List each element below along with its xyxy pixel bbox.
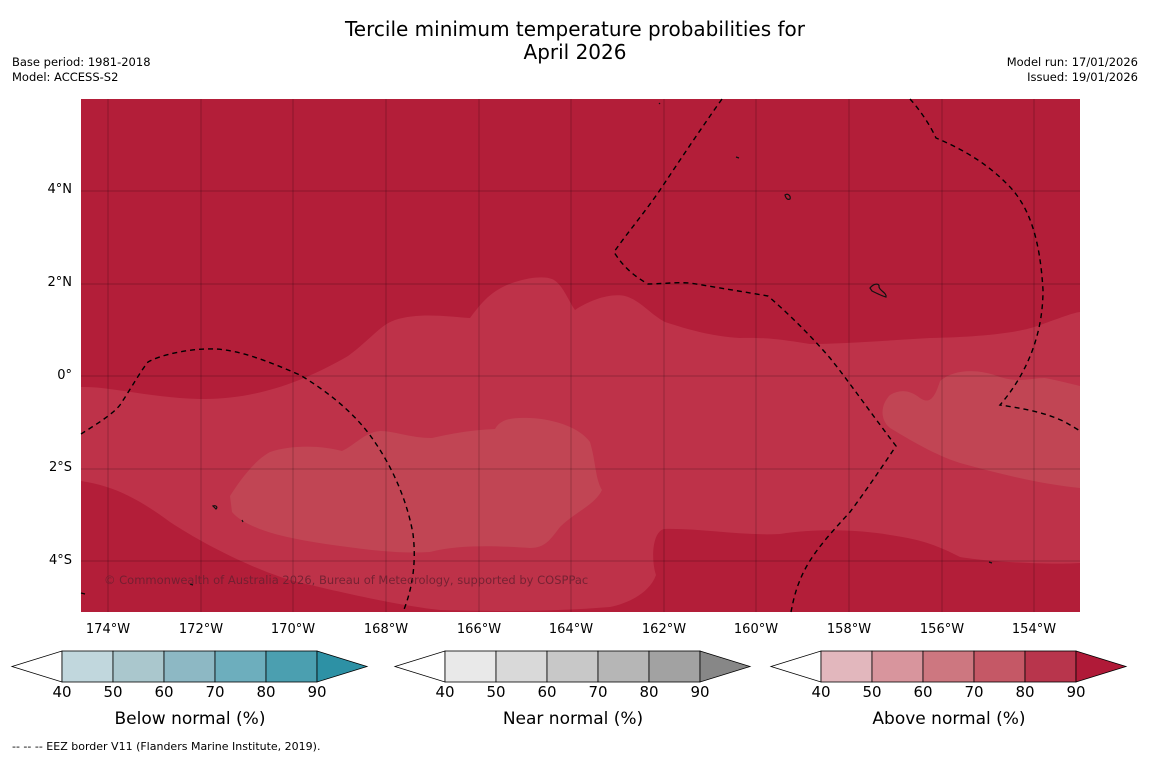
island-8: [658, 102, 661, 105]
below-tick-80: 80: [256, 683, 276, 701]
below-tick-40: 40: [52, 683, 72, 701]
eez-border-east: [909, 98, 1081, 432]
below-normal-title: Below normal (%): [114, 709, 266, 729]
near-swatch-50: [495, 650, 548, 683]
above-normal-title: Above normal (%): [872, 709, 1026, 729]
below-tick-90: 90: [307, 683, 327, 701]
above-70-patch-west: [230, 417, 602, 553]
island-1: [784, 193, 791, 200]
near-normal-title: Near normal (%): [502, 709, 644, 729]
islands: [189, 102, 993, 586]
eez-border-west: [80, 348, 415, 613]
near-swatch-70: [597, 650, 650, 683]
eez-borders: [80, 98, 1081, 613]
near-tick-60: 60: [537, 683, 557, 701]
meta-right: Model run: 17/01/2026 Issued: 19/01/2026: [1007, 55, 1138, 85]
lon-label-172w: 172°W: [178, 622, 224, 637]
island-7: [988, 561, 993, 564]
near-tick-70: 70: [588, 683, 608, 701]
near-tick-80: 80: [639, 683, 659, 701]
lat-label-4n: 4°N: [47, 182, 73, 197]
island-5: [241, 519, 244, 523]
lon-label-154w: 154°W: [1011, 622, 1057, 637]
above-extend-left: [769, 650, 822, 683]
island-3: [211, 505, 218, 510]
near-extend-right: [699, 650, 752, 683]
above-70-patch-east: [882, 371, 1080, 488]
colorbar-below: [10, 650, 369, 683]
copyright-text: © Commonwealth of Australia 2026, Bureau…: [104, 573, 589, 587]
island-2: [869, 283, 887, 298]
base-period: Base period: 1981-2018: [12, 55, 151, 69]
map-title-line1: Tercile minimum temperature probabilitie…: [344, 17, 806, 41]
above-tick-90: 90: [1066, 683, 1086, 701]
island-6: [189, 583, 194, 586]
above-extend-right: [1075, 650, 1128, 683]
above-tick-70: 70: [964, 683, 984, 701]
lon-label-156w: 156°W: [919, 622, 965, 637]
gridlines: [81, 99, 1080, 612]
above-swatch-40: [820, 650, 873, 683]
lat-label-4s: 4°S: [48, 553, 72, 568]
above-tick-50: 50: [862, 683, 882, 701]
map-title: Tercile minimum temperature probabilitie…: [0, 18, 1150, 64]
near-swatch-80: [648, 650, 701, 683]
lon-label-164w: 164°W: [548, 622, 594, 637]
model-run: Model run: 17/01/2026: [1006, 55, 1138, 69]
near-extend-left: [393, 650, 446, 683]
above-swatch-80: [1024, 650, 1077, 683]
issued-date: Issued: 19/01/2026: [1027, 70, 1138, 84]
below-swatch-70: [214, 650, 267, 683]
lon-label-158w: 158°W: [826, 622, 872, 637]
eez-border-sw-fragment: [80, 592, 86, 595]
lon-label-166w: 166°W: [456, 622, 502, 637]
colorbar-near: [393, 650, 752, 683]
below-tick-60: 60: [154, 683, 174, 701]
near-swatch-40: [444, 650, 497, 683]
near-tick-90: 90: [690, 683, 710, 701]
lon-label-160w: 160°W: [733, 622, 779, 637]
meta-left: Base period: 1981-2018 Model: ACCESS-S2: [12, 55, 151, 85]
lat-label-2n: 2°N: [47, 275, 73, 290]
near-tick-50: 50: [486, 683, 506, 701]
below-swatch-50: [112, 650, 165, 683]
above-tick-40: 40: [811, 683, 831, 701]
below-tick-50: 50: [103, 683, 123, 701]
below-extend-left: [10, 650, 63, 683]
below-swatch-60: [163, 650, 216, 683]
below-swatch-80: [265, 650, 318, 683]
above-swatch-50: [871, 650, 924, 683]
eez-border-central: [613, 98, 897, 613]
above-tick-60: 60: [913, 683, 933, 701]
near-tick-40: 40: [435, 683, 455, 701]
below-tick-70: 70: [205, 683, 225, 701]
lat-label-2s: 2°S: [48, 460, 72, 475]
model-name: Model: ACCESS-S2: [12, 70, 119, 84]
above-swatch-70: [973, 650, 1026, 683]
lon-label-162w: 162°W: [641, 622, 687, 637]
eez-footnote: -- -- -- EEZ border V11 (Flanders Marine…: [12, 740, 321, 753]
near-swatch-60: [546, 650, 599, 683]
lat-label-0: 0°: [57, 368, 72, 383]
above-tick-80: 80: [1015, 683, 1035, 701]
lon-label-168w: 168°W: [363, 622, 409, 637]
lon-label-174w: 174°W: [85, 622, 131, 637]
lon-label-170w: 170°W: [270, 622, 316, 637]
above-swatch-60: [922, 650, 975, 683]
below-swatch-40: [61, 650, 114, 683]
below-extend-right: [316, 650, 369, 683]
map-title-line2: April 2026: [523, 40, 627, 64]
island-4: [735, 156, 740, 159]
colorbar-above: [769, 650, 1128, 683]
